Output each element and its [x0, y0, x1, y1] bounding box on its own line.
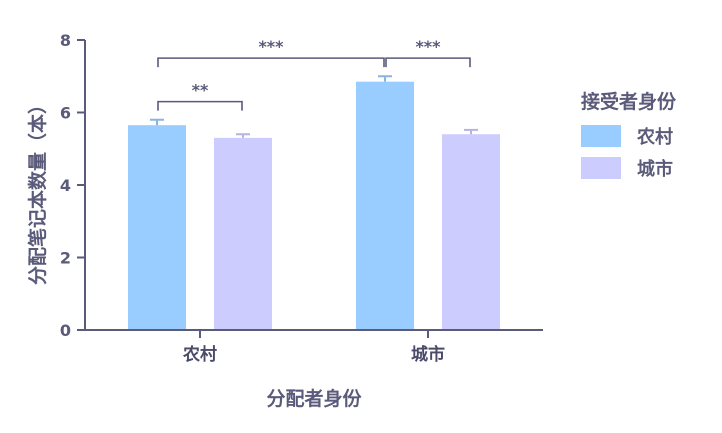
- y-tick-label: 8: [60, 31, 71, 50]
- significance-bracket-1: ***: [157, 37, 385, 68]
- bar-0-0: [128, 125, 186, 330]
- y-tick-label: 2: [60, 249, 71, 268]
- significance-label: ***: [258, 37, 284, 56]
- significance-group: ***** ***: [157, 37, 471, 111]
- bars-group: [128, 81, 500, 330]
- significance-label: **: [192, 81, 209, 100]
- y-tick-label: 4: [60, 176, 71, 195]
- error-bar-0-1: [236, 133, 250, 138]
- bar-1-1: [442, 134, 500, 330]
- legend-swatch-1: [581, 157, 621, 179]
- x-tick-label: 农村: [182, 344, 217, 365]
- x-tick-label: 城市: [411, 344, 445, 365]
- y-axis-title: 分配笔记本数量（本）: [26, 95, 49, 285]
- error-bar-1-1: [464, 128, 478, 135]
- y-tick-label: 0: [60, 321, 71, 340]
- error-bar-1-0: [378, 75, 392, 82]
- legend-title: 接受者身份: [581, 90, 677, 113]
- error-bar-0-0: [150, 118, 164, 126]
- bar-1-0: [356, 81, 414, 330]
- error-bars-group: [150, 75, 478, 138]
- significance-bracket-2: ***: [385, 37, 471, 68]
- legend-swatch-0: [581, 125, 621, 147]
- y-tick-label: 6: [60, 104, 71, 123]
- legend-label-0: 农村: [636, 126, 673, 148]
- significance-label: ***: [415, 37, 441, 56]
- axes-group: 0 2 4 6 8 农村 城市: [60, 31, 543, 365]
- bar-0-1: [214, 137, 272, 330]
- x-axis-title: 分配者身份: [266, 387, 362, 410]
- legend-label-1: 城市: [637, 158, 673, 180]
- significance-bracket-0: **: [157, 81, 243, 111]
